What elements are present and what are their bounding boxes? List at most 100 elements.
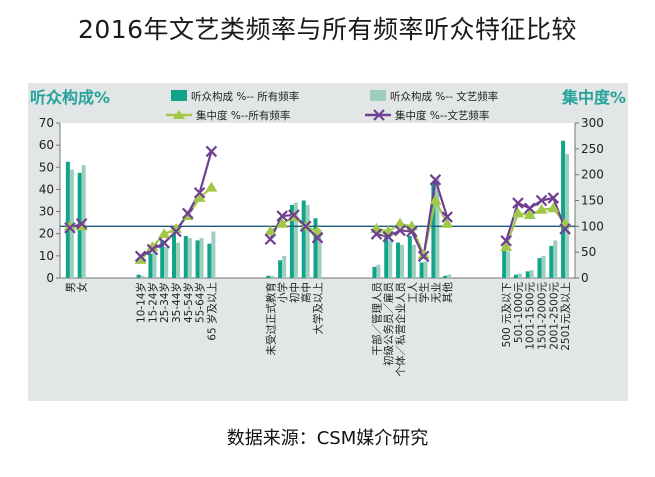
marker-line-all: [63, 220, 76, 231]
category-label: 工人: [407, 282, 419, 303]
right-axis-tick-label: 300: [581, 116, 604, 130]
left-axis-tick-label: 10: [39, 249, 54, 263]
category-label: 2501元及以上: [560, 282, 572, 351]
category-label: 10-14岁: [135, 282, 148, 323]
marker-line-arts: [406, 225, 418, 238]
bar-arts: [553, 240, 558, 278]
bar-all: [289, 204, 294, 278]
legend-label-bar-arts: 听众构成 %-- 文艺频率: [390, 90, 498, 103]
bar-arts: [164, 247, 169, 278]
marker-line-all: [134, 253, 147, 264]
bar-arts: [435, 178, 440, 278]
bar-arts: [317, 229, 322, 278]
line-arts: [505, 196, 567, 242]
marker-line-arts: [370, 228, 383, 240]
bar-arts: [376, 264, 381, 278]
marker-line-all: [500, 241, 513, 251]
source-note: 数据来源：CSM媒介研究: [226, 428, 429, 449]
marker-line-all: [170, 222, 183, 233]
category-label: 55-64岁: [194, 282, 207, 323]
marker-line-all: [441, 217, 454, 228]
marker-line-arts: [205, 145, 218, 158]
marker-line-arts: [170, 225, 182, 238]
right-axis-tick-label: 50: [581, 245, 596, 259]
category-label: 1001-1500元: [525, 282, 537, 350]
bar-all: [313, 218, 318, 278]
category-label: 65 岁及以上: [205, 282, 218, 341]
bar-arts: [447, 274, 452, 278]
marker-line-all: [264, 225, 277, 236]
bar-all: [407, 235, 412, 278]
bar-all: [278, 260, 283, 278]
bar-all: [160, 240, 165, 278]
bar-all: [266, 275, 271, 278]
category-label: 高中: [300, 282, 313, 303]
legend-label-bar-all: 听众构成 %-- 所有频率: [191, 90, 299, 103]
category-label: 初中: [288, 282, 301, 303]
right-axis-tick-label: 250: [581, 142, 604, 156]
page-title: 2016年文艺类频率与所有频率听众特征比较: [77, 15, 578, 44]
bar-all: [525, 271, 530, 278]
right-axis-tick-label: 150: [581, 194, 604, 208]
marker-line-arts: [523, 202, 536, 215]
category-label: 25-34岁: [158, 282, 171, 323]
marker-line-arts: [535, 194, 548, 207]
bar-arts: [282, 255, 287, 278]
marker-line-arts: [512, 197, 524, 209]
category-label: 15-24岁: [146, 282, 159, 323]
bar-all: [136, 274, 141, 278]
legend-swatch-bar-arts: [370, 90, 386, 101]
category-label: 大学及以上: [312, 282, 325, 335]
bar-all: [65, 161, 70, 278]
legend-label-line-all: 集中度 %--所有频率: [196, 109, 290, 122]
right-axis-tick-label: 0: [581, 271, 589, 285]
category-label: 1501-2000元: [537, 282, 549, 350]
marker-line-all: [511, 207, 524, 218]
bar-arts: [541, 255, 546, 278]
bar-arts: [270, 275, 275, 278]
bar-arts: [211, 231, 216, 278]
marker-line-arts: [311, 231, 324, 244]
marker-line-all: [205, 181, 218, 192]
marker-line-arts: [276, 210, 288, 222]
bar-all: [537, 258, 542, 278]
category-label: 女: [76, 282, 89, 293]
bar-all: [396, 242, 401, 278]
marker-line-arts: [134, 250, 147, 263]
bar-all: [384, 235, 389, 278]
marker-line-arts: [559, 223, 571, 235]
left-axis-tick-label: 60: [39, 138, 54, 152]
marker-line-arts: [288, 209, 300, 221]
bar-all: [172, 233, 177, 278]
bar-all: [502, 247, 507, 278]
marker-line-all: [311, 225, 324, 236]
bar-arts: [187, 238, 192, 278]
marker-line-all: [193, 191, 206, 202]
category-label: 2001-2500元: [548, 282, 560, 350]
marker-line-arts: [75, 217, 88, 230]
marker-line-all: [394, 217, 407, 228]
bar-arts: [199, 238, 204, 278]
marker-line-arts: [264, 233, 277, 246]
marker-line-all: [417, 248, 430, 259]
marker-line-all: [146, 241, 159, 251]
marker-line-arts: [382, 230, 395, 243]
marker-line-arts: [429, 174, 442, 186]
marker-line-all: [535, 203, 548, 214]
category-label: 501-1000元: [513, 282, 525, 344]
left-axis-tick-label: 50: [39, 160, 54, 174]
bar-all: [148, 253, 153, 278]
marker-line-arts: [182, 207, 194, 220]
marker-line-arts: [547, 192, 560, 204]
bar-all: [549, 245, 554, 278]
category-label: 45-54岁: [182, 282, 195, 323]
legend-marker-line-all: [173, 110, 185, 119]
legend-label-line-arts: 集中度 %--文艺频率: [395, 109, 489, 122]
bar-all: [301, 200, 306, 278]
legend-marker-line-arts: [373, 109, 385, 121]
category-label: 小学: [276, 282, 289, 303]
marker-line-arts: [299, 220, 312, 233]
marker-line-arts: [158, 237, 170, 249]
bar-all: [431, 182, 436, 278]
